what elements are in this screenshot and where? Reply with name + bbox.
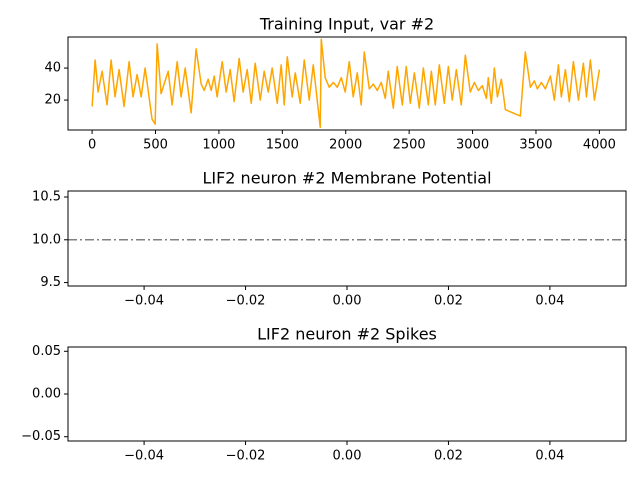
chart-title: Training Input, var #2 (259, 15, 434, 34)
y-tick-label: 40 (44, 61, 61, 76)
x-tick-label: −0.02 (226, 449, 266, 464)
axes-frame (67, 36, 627, 131)
x-tick-label: −0.04 (124, 294, 164, 309)
x-tick-label: 500 (143, 138, 168, 153)
x-tick-label: −0.04 (124, 449, 164, 464)
y-tick-label: 9.5 (40, 275, 61, 290)
axes-frame (67, 346, 627, 442)
y-tick-label: 20 (44, 93, 61, 108)
y-tick-label: 10.0 (32, 232, 61, 247)
chart-title: LIF2 neuron #2 Membrane Potential (202, 169, 491, 188)
x-tick-label: 1000 (202, 138, 235, 153)
y-tick-label: −0.05 (21, 429, 61, 444)
y-tick-label: 0.00 (32, 387, 61, 402)
chart-title: LIF2 neuron #2 Spikes (257, 325, 437, 344)
x-tick-label: 0.02 (434, 294, 463, 309)
x-tick-label: 3000 (456, 138, 489, 153)
y-tick-label: 0.05 (32, 344, 61, 359)
x-tick-label: 3500 (519, 138, 552, 153)
x-tick-label: 4000 (583, 138, 616, 153)
x-tick-label: 0.00 (333, 449, 362, 464)
x-tick-label: 1500 (266, 138, 299, 153)
y-tick-label: 10.5 (32, 189, 61, 204)
x-tick-label: −0.02 (226, 294, 266, 309)
x-tick-label: 0.02 (434, 449, 463, 464)
x-tick-label: 0 (88, 138, 96, 153)
x-tick-label: 2000 (329, 138, 362, 153)
x-tick-label: 0.00 (333, 294, 362, 309)
x-tick-label: 0.04 (535, 449, 564, 464)
axes-frame (67, 190, 627, 287)
x-tick-label: 2500 (393, 138, 426, 153)
x-tick-label: 0.04 (535, 294, 564, 309)
data-line (91, 38, 601, 129)
